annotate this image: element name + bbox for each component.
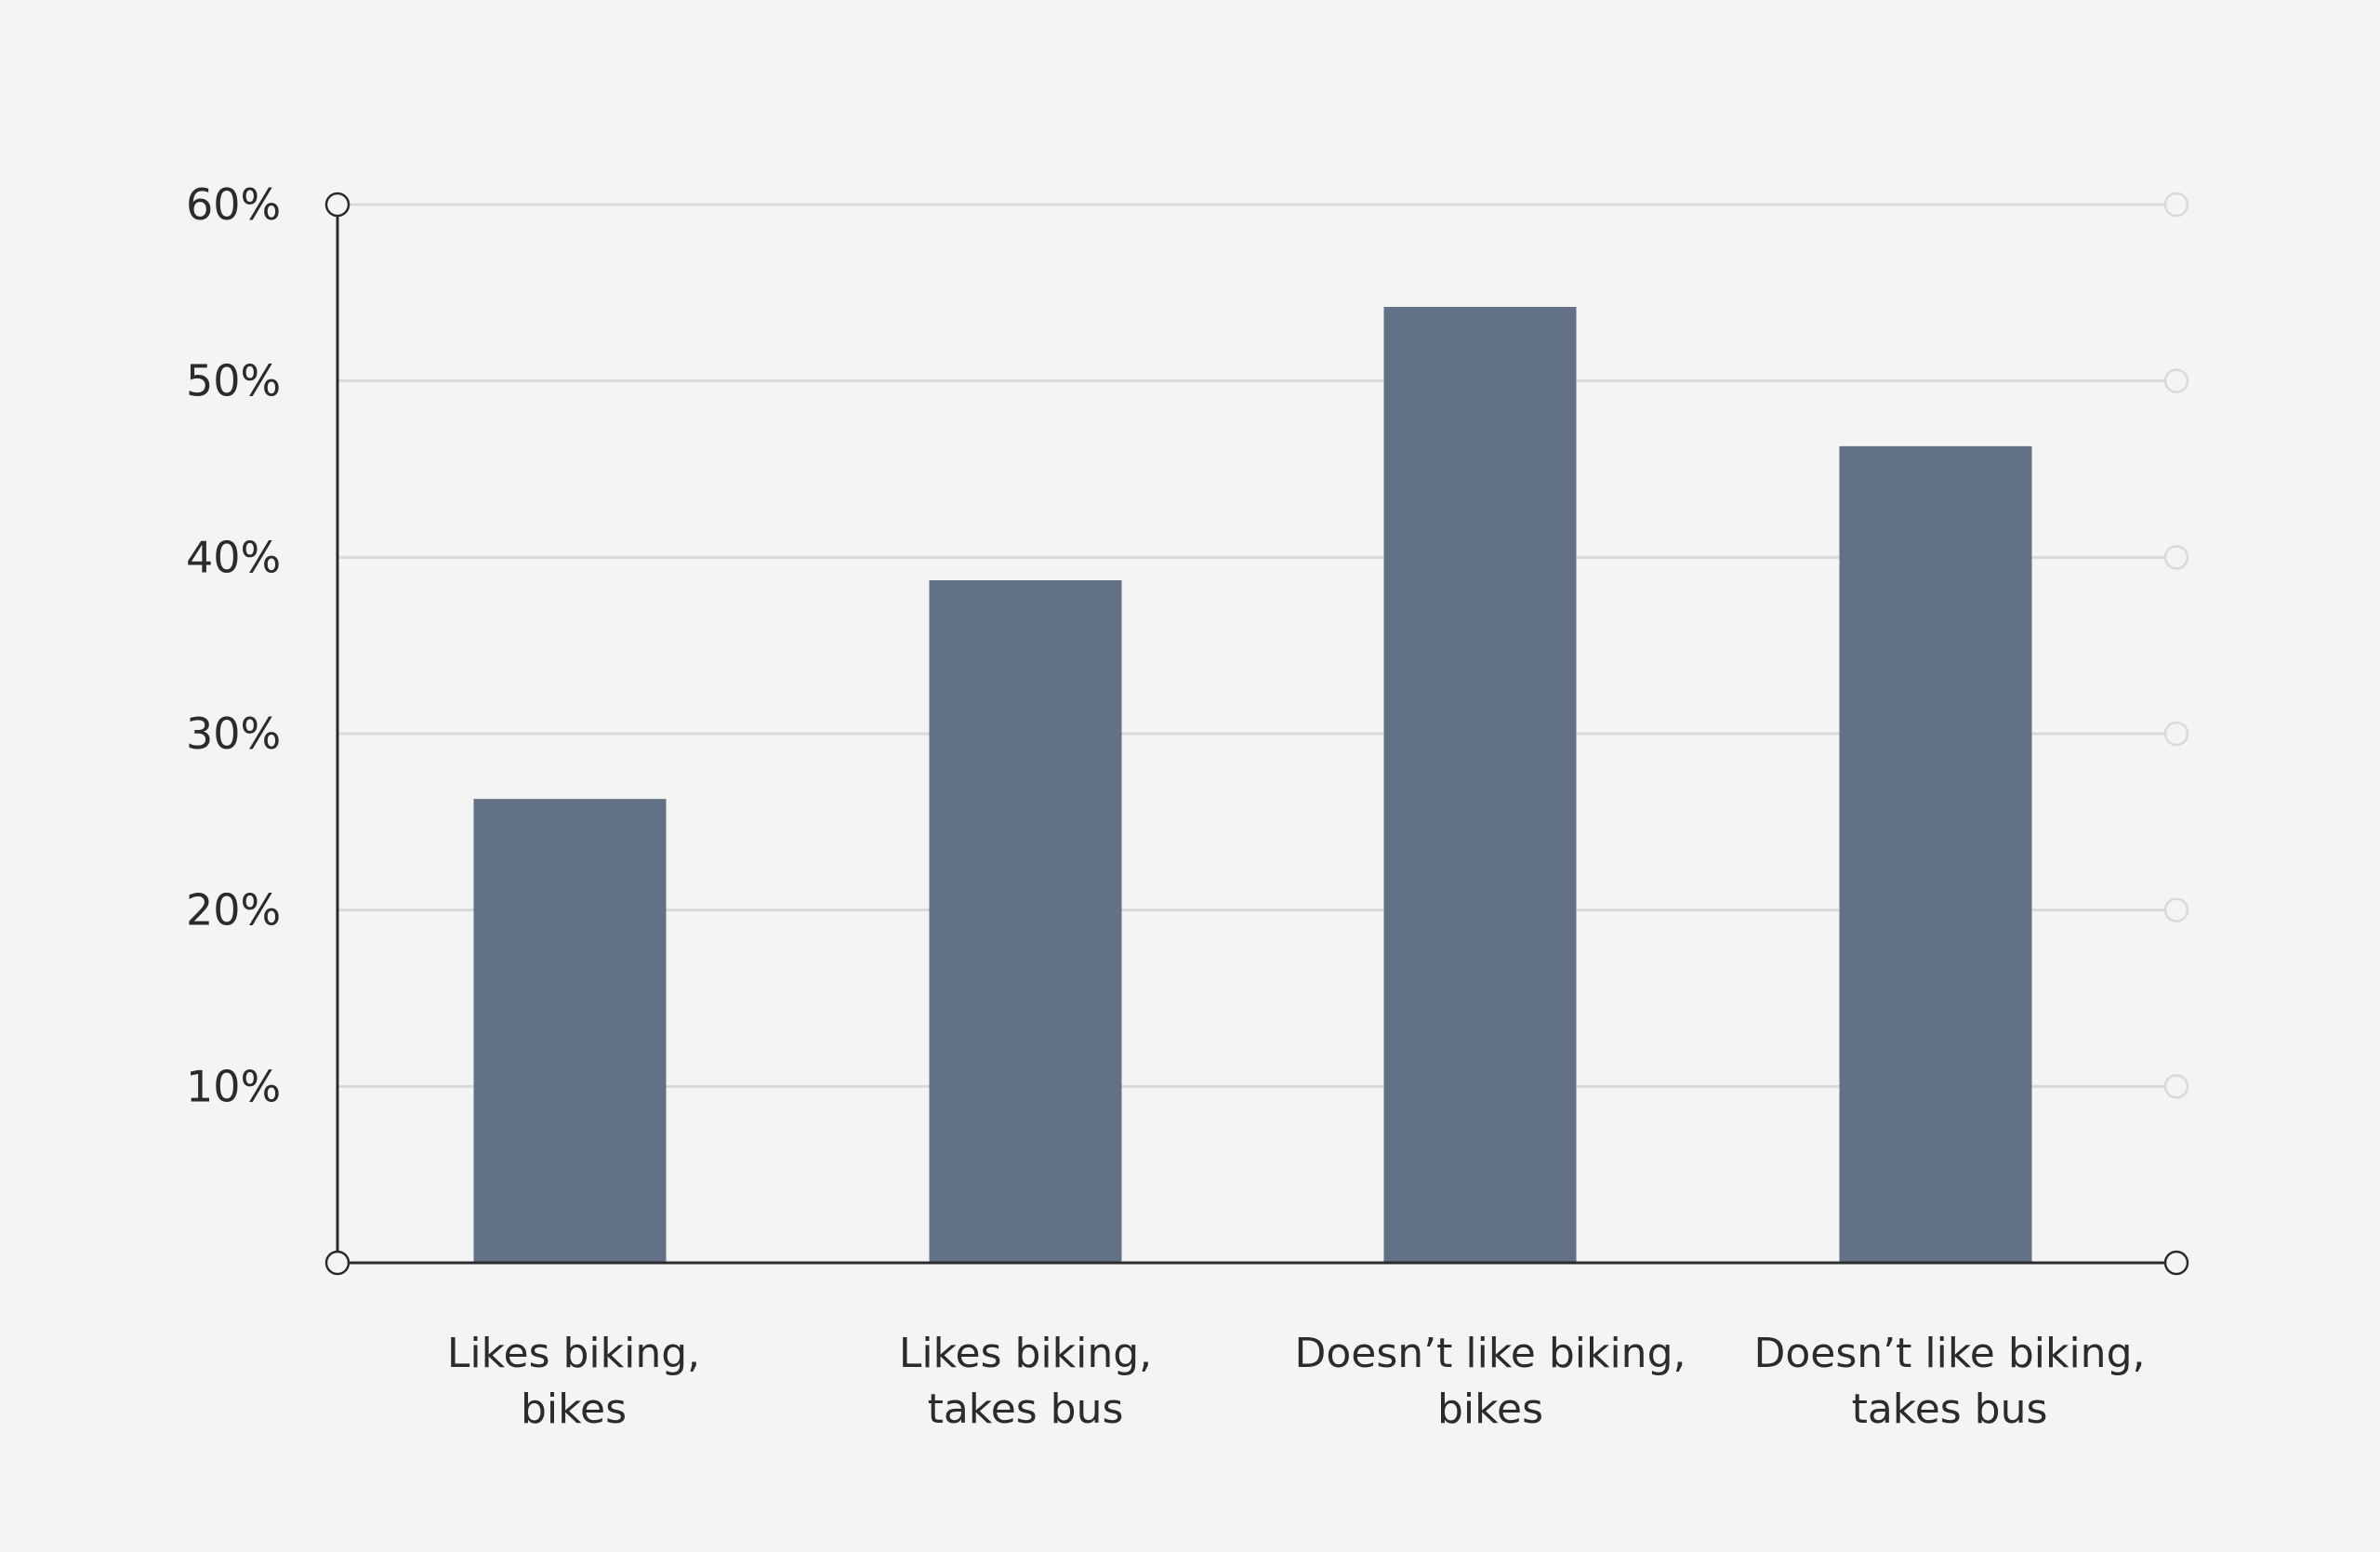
x-tick-label: Likes biking, [447,1330,700,1377]
y-tick-label: 40% [186,532,281,582]
x-tick-labels: Likes biking, bikes Likes biking, takes bus… [447,1330,2146,1433]
y-tick-label: 50% [186,356,281,406]
x-tick-label: bikes [521,1386,627,1433]
gridline-end-marker [2163,721,2189,747]
x-axis-end-marker [2163,1250,2189,1276]
gridline-end-marker [2163,1074,2189,1099]
origin-marker [324,1250,350,1276]
y-tick-labels: 10% 20% 30% 40% 50% 60% [186,179,281,1111]
x-tick-label: Likes biking, [899,1330,1152,1377]
gridline-end-marker [2163,897,2189,922]
gridline-end-marker [2163,192,2189,218]
gridline-end-marker [2163,368,2189,393]
axes [324,192,2189,1276]
bar [473,799,667,1263]
y-axis-top-marker [324,192,350,218]
x-tick-label: takes bus [928,1386,1124,1433]
x-tick-label: Doesn’t like biking, [1295,1330,1686,1377]
bar [1383,307,1577,1264]
y-tick-label: 30% [186,709,281,759]
bar [929,579,1122,1263]
bar [1839,445,2032,1263]
y-tick-label: 10% [186,1061,281,1111]
y-tick-label: 20% [186,885,281,935]
gridline-end-marker [2163,545,2189,570]
bars [473,307,2032,1264]
y-tick-label: 60% [186,179,281,230]
x-tick-label: bikes [1437,1386,1543,1433]
x-tick-label: Doesn’t like biking, [1754,1330,2146,1377]
x-tick-label: takes bus [1852,1386,2048,1433]
